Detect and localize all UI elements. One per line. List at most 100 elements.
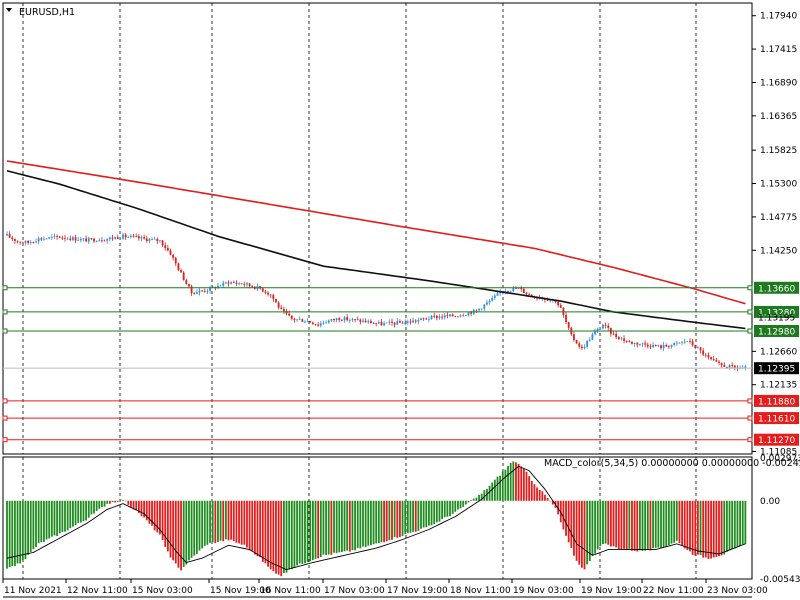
macd-bar xyxy=(137,500,140,514)
candle xyxy=(657,344,660,348)
candle xyxy=(718,359,720,366)
candle-body xyxy=(370,321,372,324)
macd-bar xyxy=(16,500,19,564)
macd-bar xyxy=(375,500,378,544)
macd-bar xyxy=(108,500,111,504)
candle-body xyxy=(464,315,467,316)
macd-bar xyxy=(362,500,364,547)
candle-body xyxy=(161,240,164,246)
macd-bar xyxy=(628,500,631,549)
candle-body xyxy=(491,297,494,301)
macd-bar xyxy=(214,500,217,544)
macd-bar xyxy=(404,500,407,534)
price-level-handle-right xyxy=(747,309,753,315)
macd-bar xyxy=(586,500,589,565)
candle-body xyxy=(103,240,106,242)
candle xyxy=(406,319,409,326)
macd-bar xyxy=(240,500,243,545)
candle-body xyxy=(480,308,483,310)
macd-bar xyxy=(602,500,604,545)
candle-body xyxy=(301,319,304,322)
candle-body xyxy=(562,307,565,315)
candle-body xyxy=(486,302,488,305)
macd-bar xyxy=(66,500,69,531)
macd-bar xyxy=(190,500,193,558)
candle-body xyxy=(362,320,364,322)
macd-bar xyxy=(35,500,37,548)
candle xyxy=(135,233,138,238)
candle xyxy=(683,338,686,345)
macd-bar xyxy=(333,500,335,553)
price-levels[interactable]: 1.13660 1.13280 1.12980 1.11880 1.11610 1.112… xyxy=(2,281,799,446)
macd-bar xyxy=(493,479,496,501)
price-level-label: 1.11880 xyxy=(758,397,795,407)
candle xyxy=(85,235,88,242)
candle xyxy=(512,285,515,293)
candle xyxy=(311,321,314,325)
macd-bar xyxy=(654,500,657,548)
candle-body xyxy=(652,344,654,348)
macd-bar xyxy=(446,500,449,517)
candle-body xyxy=(702,350,705,355)
macd-bar xyxy=(488,485,491,501)
candle xyxy=(317,322,320,327)
candle xyxy=(715,357,718,362)
candle-body xyxy=(649,346,652,348)
macd-bar xyxy=(633,500,636,551)
macd-bar xyxy=(188,500,190,561)
price-level-label: 1.11610 xyxy=(758,415,795,425)
macd-bar xyxy=(148,500,151,524)
candle xyxy=(93,237,95,243)
candle-body xyxy=(454,316,457,318)
macd-bar xyxy=(93,500,95,514)
price-level-tag xyxy=(754,433,799,446)
candle xyxy=(404,319,407,326)
candle xyxy=(649,343,652,350)
candle-body xyxy=(317,324,320,326)
macd-bar xyxy=(443,500,446,518)
candle-body xyxy=(728,365,731,368)
candle xyxy=(660,344,662,350)
macd-bar xyxy=(428,500,430,526)
candle-body xyxy=(673,342,676,345)
candle-body xyxy=(45,238,48,240)
candle xyxy=(180,268,182,273)
candle-body xyxy=(90,238,93,239)
macd-bar xyxy=(704,500,707,558)
macd-bar xyxy=(282,500,285,574)
candle-body xyxy=(462,315,465,317)
price-level-tag xyxy=(754,325,799,337)
candle-body xyxy=(699,347,702,351)
x-tick-label: 12 Nov 11:00 xyxy=(67,586,128,596)
candle-body xyxy=(459,315,462,317)
candle xyxy=(101,237,103,243)
current-price-label: 1.12395 xyxy=(758,365,795,375)
candle-body xyxy=(591,334,594,340)
candle xyxy=(301,318,304,322)
macd-bar xyxy=(253,500,256,555)
candle-body xyxy=(393,322,396,325)
axes: 1.17940 1.17415 1.16890 1.16365 1.15825 1.153… xyxy=(2,12,800,596)
candle-body xyxy=(364,320,367,323)
candle-body xyxy=(726,366,728,368)
macd-bar xyxy=(85,500,88,521)
candle xyxy=(446,312,449,319)
candle xyxy=(704,353,707,358)
candle-body xyxy=(230,282,233,284)
macd-bar xyxy=(596,500,599,550)
price-level-tag xyxy=(754,305,799,318)
candle-body xyxy=(8,234,11,238)
candle xyxy=(435,315,438,321)
macd-bar xyxy=(251,500,254,551)
candle xyxy=(623,335,625,344)
candle xyxy=(243,281,246,287)
macd-bar xyxy=(127,500,130,505)
y-tick-label: 1.15825 xyxy=(760,146,797,156)
macd-bar xyxy=(417,500,420,531)
candle xyxy=(641,342,644,348)
price-level-label: 1.13660 xyxy=(758,284,795,294)
candle xyxy=(56,234,59,240)
candle xyxy=(304,320,306,324)
candle xyxy=(29,240,32,245)
candle-body xyxy=(211,286,214,288)
